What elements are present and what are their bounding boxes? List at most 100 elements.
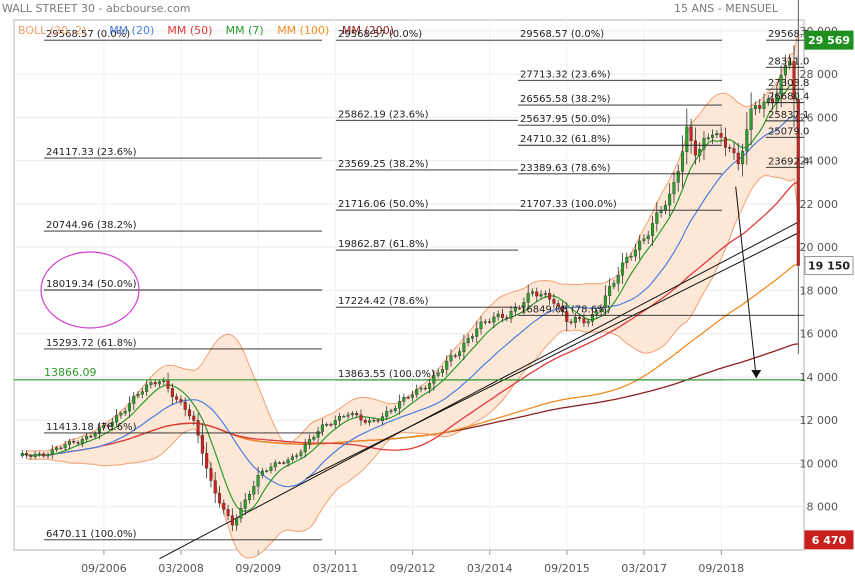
y-tick-label: 14 000 — [800, 371, 839, 384]
last-value-badge-label: 29 569 — [808, 34, 850, 47]
candle-body — [616, 275, 620, 284]
x-axis: 09/2006 03/2008 09/2009 03/2011 09/2012 03/20… — [81, 550, 744, 575]
candle-body — [269, 466, 273, 471]
legend-item-2: MM (50) — [167, 24, 212, 37]
candle-body — [415, 388, 419, 395]
candle-body — [316, 431, 320, 438]
candle-body — [299, 451, 303, 456]
candle-body — [522, 302, 526, 309]
candle-body — [350, 413, 354, 416]
candle-body — [93, 433, 97, 437]
candle-body — [552, 298, 556, 304]
candle-body — [578, 317, 582, 319]
candle-body — [175, 396, 179, 400]
ma-50-line — [60, 181, 799, 454]
candle-body — [783, 65, 787, 76]
candle-body — [226, 509, 230, 516]
candle-body — [29, 455, 33, 457]
candle-body — [629, 256, 633, 258]
candle-body — [196, 420, 200, 436]
candle-body — [745, 129, 749, 152]
candle-body — [42, 453, 46, 457]
candle-body — [368, 420, 372, 423]
y-tick-label: 24 000 — [800, 155, 839, 168]
fibonacci-levels: 29568.57 (0.0%) 24117.33 (23.6%) 20744.96 … — [44, 29, 809, 541]
candle-body — [402, 396, 406, 402]
trendline-long — [159, 220, 801, 560]
candle-body — [488, 321, 492, 323]
candle-body — [569, 321, 573, 323]
fib-level-label: 23569.25 (38.2%) — [338, 159, 429, 170]
candle-body — [140, 391, 144, 395]
candle-body — [286, 459, 290, 464]
support-label: 13866.09 — [44, 366, 97, 379]
x-tick-label: 09/2015 — [544, 562, 590, 575]
fib-level-label: 25079.0 — [768, 126, 809, 137]
y-tick-label: 10 000 — [800, 457, 839, 470]
candle-body — [586, 321, 590, 324]
candle-body — [76, 442, 80, 444]
fib-level-label: 25862.19 (23.6%) — [338, 109, 429, 120]
y-tick-label: 20 000 — [800, 241, 839, 254]
candle-body — [85, 435, 89, 440]
candle-body — [440, 369, 444, 373]
fib-level-label: 15293.72 (61.8%) — [46, 338, 137, 349]
candle-body — [127, 403, 131, 412]
fib-level-label: 11413.18 (78.6%) — [46, 422, 137, 433]
candle-body — [243, 499, 247, 509]
fib-level-label: 29568.5 — [768, 29, 809, 40]
last-value-badge-box — [804, 30, 854, 50]
candle-body — [329, 424, 333, 426]
x-tick-label: 03/2008 — [158, 562, 204, 575]
candle-body — [398, 401, 402, 409]
fib-level-label: 29568.57 (0.0%) — [338, 29, 422, 40]
legend-item-5: MM (200) — [342, 24, 394, 37]
candle-body — [320, 424, 324, 432]
candle-body — [303, 444, 307, 453]
candle-body — [338, 416, 342, 421]
candle-body — [655, 212, 659, 224]
candle-body — [462, 342, 466, 352]
candle-body — [192, 415, 196, 421]
candle-body — [779, 74, 783, 95]
ma-20-line — [35, 115, 799, 488]
candle-body — [59, 447, 63, 450]
candle-body — [325, 424, 329, 426]
candle-body — [796, 99, 800, 266]
candle-body — [256, 475, 260, 487]
bollinger-lower — [26, 175, 799, 559]
candle-body — [200, 434, 204, 454]
x-tick-label: 09/2012 — [390, 562, 436, 575]
candle-body — [247, 494, 252, 501]
candle-body — [55, 447, 59, 450]
candle-body — [110, 421, 114, 427]
candle-body — [406, 396, 410, 399]
current-value-badge-label: 19 150 — [808, 260, 850, 273]
candle-body — [80, 438, 84, 444]
candle-body — [543, 293, 547, 295]
candle-body — [123, 410, 127, 414]
candle-body — [706, 137, 710, 139]
bollinger-fill — [26, 30, 799, 559]
legend-item-1: MM (20) — [109, 24, 154, 37]
candle-body — [535, 291, 539, 297]
candle-body — [479, 321, 483, 329]
candle-body — [582, 318, 586, 324]
candle-body — [492, 316, 496, 323]
candle-body — [145, 384, 149, 392]
x-tick-label: 09/2006 — [81, 562, 127, 575]
legend-item-0: BOLL (20, 2) — [18, 24, 86, 37]
candle-body — [295, 455, 299, 457]
candle-body — [265, 470, 269, 472]
value-badges: 29 569 19 150 6 470 — [804, 30, 854, 550]
projection-arrow — [735, 186, 757, 379]
candle-body — [612, 283, 616, 287]
moving-averages — [22, 84, 799, 513]
candle-body — [723, 137, 727, 148]
candle-body — [183, 401, 187, 410]
candle-body — [419, 387, 423, 390]
candle-body — [410, 394, 414, 398]
candle-body — [458, 351, 462, 357]
candle-body — [711, 134, 715, 138]
trendline-short — [305, 231, 801, 480]
